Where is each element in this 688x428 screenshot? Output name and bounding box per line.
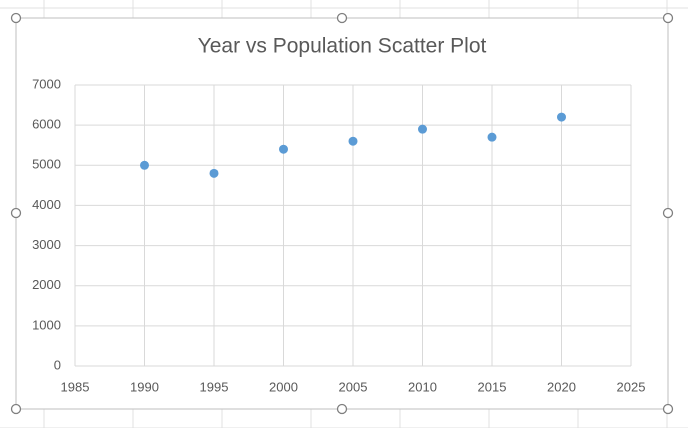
x-tick-label: 2005 bbox=[339, 379, 368, 394]
y-tick-label: 3000 bbox=[32, 237, 61, 252]
x-tick-label: 2000 bbox=[269, 379, 298, 394]
x-tick-label: 2020 bbox=[547, 379, 576, 394]
y-tick-label: 0 bbox=[54, 357, 61, 372]
data-point bbox=[348, 136, 358, 146]
data-point bbox=[140, 160, 149, 170]
chart-title: Year vs Population Scatter Plot bbox=[198, 35, 487, 58]
x-tick-label: 2015 bbox=[478, 379, 507, 394]
y-tick-label: 2000 bbox=[32, 277, 61, 292]
x-tick-label: 2010 bbox=[408, 379, 437, 394]
y-tick-label: 1000 bbox=[32, 317, 61, 332]
selection-handles bbox=[10, 12, 674, 415]
data-point bbox=[418, 124, 427, 134]
data-point bbox=[209, 168, 219, 178]
y-tick-label: 6000 bbox=[32, 117, 61, 132]
data-point bbox=[279, 144, 288, 154]
x-tick-label: 2025 bbox=[617, 379, 646, 394]
data-point bbox=[487, 132, 497, 142]
x-tick-label: 1995 bbox=[200, 379, 229, 394]
plot-area: 0 1000 2000 3000 4000 5000 6000 7000 1985 1990 199… bbox=[32, 76, 645, 394]
x-tick-label: 1990 bbox=[130, 379, 159, 394]
x-tick-label: 1985 bbox=[61, 379, 90, 394]
y-tick-label: 7000 bbox=[32, 76, 61, 91]
chart-area[interactable] bbox=[15, 17, 669, 410]
data-point bbox=[557, 112, 566, 122]
y-tick-label: 5000 bbox=[32, 157, 61, 172]
y-tick-label: 4000 bbox=[32, 197, 61, 212]
